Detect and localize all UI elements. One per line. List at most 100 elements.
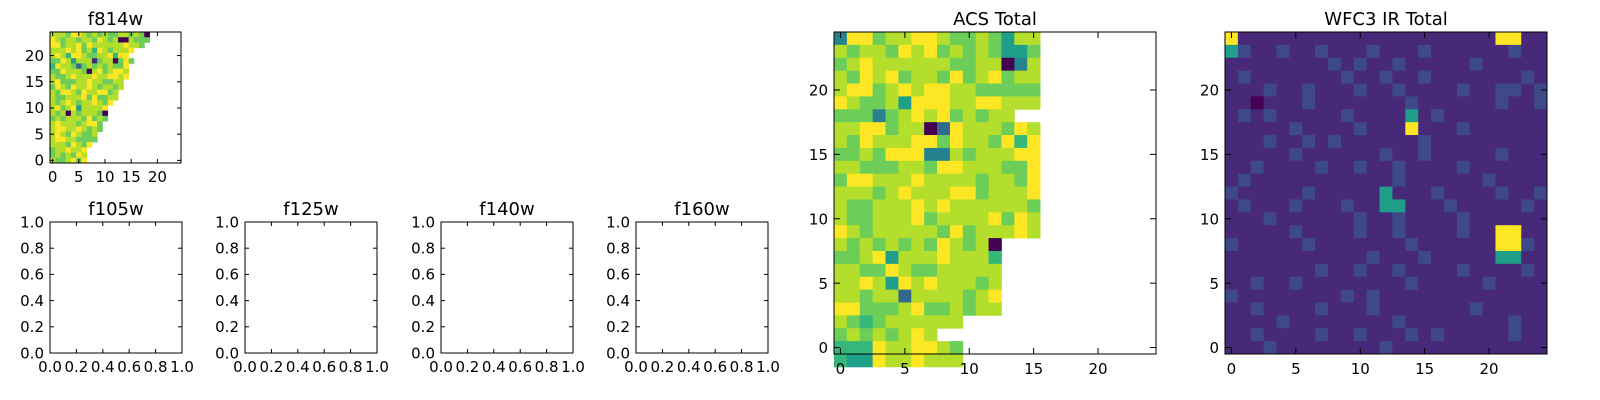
heatmap-cell bbox=[1225, 160, 1239, 175]
heatmap-cell bbox=[1263, 173, 1277, 187]
heatmap-cell bbox=[1508, 147, 1522, 162]
heatmap-cell bbox=[1508, 173, 1522, 187]
heatmap-cell bbox=[1014, 57, 1028, 72]
y-tick-label: 0.0 bbox=[606, 344, 630, 362]
heatmap-cell bbox=[86, 32, 93, 38]
heatmap-cell bbox=[1534, 109, 1548, 123]
heatmap-cell bbox=[1482, 96, 1496, 110]
heatmap-cell bbox=[885, 199, 899, 213]
heatmap-cell bbox=[123, 42, 129, 49]
heatmap-cell bbox=[1508, 250, 1522, 265]
heatmap-cell bbox=[86, 37, 93, 43]
heatmap-cell bbox=[1508, 276, 1522, 290]
heatmap-cell bbox=[1328, 135, 1342, 149]
heatmap-cell bbox=[76, 73, 82, 80]
acs-total-title: ACS Total bbox=[953, 9, 1037, 30]
heatmap-cell bbox=[118, 79, 124, 85]
heatmap-cell bbox=[1418, 186, 1432, 200]
heatmap-cell bbox=[60, 142, 67, 148]
f125w-title: f125w bbox=[283, 199, 338, 220]
heatmap-cell bbox=[50, 152, 56, 159]
heatmap-cell bbox=[107, 89, 114, 96]
heatmap-cell bbox=[924, 250, 938, 265]
heatmap-cell bbox=[885, 250, 899, 265]
f160w-ticks: 0.0 0.2 0.4 0.6 0.8 1.00.00.20.40.60.81.0 bbox=[606, 213, 780, 376]
heatmap-cell bbox=[859, 147, 874, 162]
heatmap-cell bbox=[949, 354, 964, 368]
heatmap-cell bbox=[1443, 341, 1458, 355]
heatmap-cell bbox=[1418, 263, 1432, 278]
heatmap-cell bbox=[872, 289, 886, 303]
heatmap-cell bbox=[1289, 96, 1303, 110]
heatmap-cell bbox=[70, 84, 77, 91]
heatmap-cell bbox=[55, 89, 61, 96]
heatmap-cell bbox=[1482, 199, 1496, 213]
heatmap-cell bbox=[86, 131, 93, 138]
y-tick-label: 15 bbox=[809, 146, 828, 164]
heatmap-cell bbox=[949, 173, 964, 187]
heatmap-cell bbox=[1508, 302, 1522, 316]
heatmap-cell bbox=[1469, 147, 1483, 162]
heatmap-cell bbox=[924, 83, 938, 97]
heatmap-cell bbox=[60, 79, 67, 85]
heatmap-cell bbox=[97, 37, 103, 43]
heatmap-cell bbox=[937, 289, 951, 303]
heatmap-cell bbox=[1237, 199, 1252, 213]
heatmap-cell bbox=[1353, 57, 1368, 72]
heatmap-cell bbox=[1405, 173, 1419, 187]
heatmap-cell bbox=[91, 105, 98, 111]
heatmap-cell bbox=[1014, 212, 1028, 226]
heatmap-cell bbox=[86, 73, 93, 80]
heatmap-cell bbox=[1469, 225, 1483, 239]
heatmap-cell bbox=[1027, 173, 1041, 187]
heatmap-cell bbox=[1456, 199, 1471, 213]
heatmap-cell bbox=[949, 109, 964, 123]
heatmap-cell bbox=[1521, 238, 1535, 252]
heatmap-cell bbox=[937, 32, 951, 46]
heatmap-cell bbox=[924, 276, 938, 290]
heatmap-cell bbox=[1250, 57, 1265, 72]
heatmap-cell bbox=[91, 37, 98, 43]
x-tick-label: 15 bbox=[1024, 360, 1043, 378]
heatmap-cell bbox=[118, 37, 124, 43]
heatmap-cell bbox=[1379, 173, 1393, 187]
heatmap-cell bbox=[1379, 44, 1393, 59]
heatmap-cell bbox=[872, 83, 886, 97]
heatmap-cell bbox=[1225, 70, 1239, 84]
y-tick-label: 10 bbox=[25, 99, 44, 117]
heatmap-cell bbox=[1366, 328, 1380, 342]
heatmap-cell bbox=[1366, 44, 1380, 59]
heatmap-cell bbox=[1237, 32, 1252, 46]
heatmap-cell bbox=[1534, 250, 1548, 265]
heatmap-cell bbox=[1469, 238, 1483, 252]
heatmap-cell bbox=[1225, 212, 1239, 226]
heatmap-cell bbox=[962, 44, 977, 59]
heatmap-cell bbox=[988, 199, 1002, 213]
heatmap-cell bbox=[1392, 199, 1406, 213]
heatmap-cell bbox=[65, 131, 72, 138]
heatmap-cell bbox=[1014, 96, 1028, 110]
heatmap-cell bbox=[859, 225, 874, 239]
heatmap-cell bbox=[70, 100, 77, 106]
heatmap-cell bbox=[1521, 109, 1535, 123]
heatmap-cell bbox=[975, 44, 989, 59]
heatmap-cell bbox=[1482, 160, 1496, 175]
heatmap-cell bbox=[1431, 160, 1445, 175]
heatmap-cell bbox=[975, 147, 989, 162]
heatmap-cell bbox=[962, 263, 977, 278]
heatmap-cell bbox=[1340, 109, 1355, 123]
heatmap-cell bbox=[872, 263, 886, 278]
heatmap-cell bbox=[1431, 122, 1445, 136]
acs-total-ticks: 0 5 10 15 20 0 5 10 15 20 bbox=[809, 32, 1156, 378]
heatmap-cell bbox=[70, 105, 77, 111]
heatmap-cell bbox=[1276, 289, 1290, 303]
heatmap-cell bbox=[1534, 328, 1548, 342]
f160w-panel: 0.0 0.2 0.4 0.6 0.8 1.00.00.20.40.60.81.0 f16… bbox=[606, 199, 780, 376]
heatmap-cell bbox=[898, 302, 912, 316]
heatmap-cell bbox=[1379, 122, 1393, 136]
heatmap-cell bbox=[1469, 96, 1483, 110]
heatmap-cell bbox=[76, 126, 82, 132]
heatmap-cell bbox=[924, 315, 938, 329]
heatmap-cell bbox=[1495, 225, 1509, 239]
heatmap-cell bbox=[1225, 250, 1239, 265]
